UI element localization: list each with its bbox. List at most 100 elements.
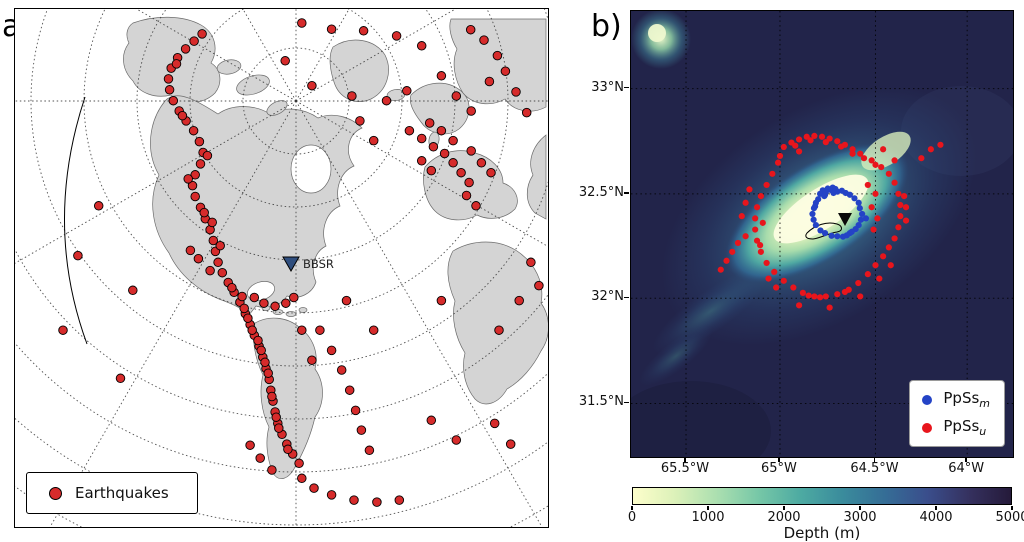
earthquake-dot — [315, 325, 325, 335]
earthquake-dot — [349, 495, 359, 505]
earthquake-dot — [514, 295, 524, 306]
earthquake-dot — [271, 412, 281, 422]
station-group: BBSR — [282, 256, 334, 273]
landmass-greenland — [329, 39, 389, 102]
earthquake-dot — [239, 303, 249, 314]
earthquake-dot — [466, 106, 476, 116]
ppss-u-dot — [742, 199, 749, 206]
earthquake-dot — [185, 245, 196, 256]
ppss-u-dot — [776, 152, 784, 160]
earthquake-dot — [73, 250, 83, 261]
earthquake-dot — [416, 156, 427, 166]
earthquake-dot — [424, 118, 435, 128]
earthquake-dot — [93, 201, 104, 211]
earthquake-dot — [347, 91, 357, 101]
earthquake-dot — [283, 444, 293, 455]
earthquake-dot — [500, 66, 511, 76]
earthquake-dot — [255, 453, 265, 463]
colorbar-tick-label: 4000 — [919, 510, 953, 525]
ppss-m-dot — [817, 227, 824, 234]
earthquake-dot — [294, 458, 304, 469]
station-marker-icon — [838, 213, 852, 226]
ppss-u-dot — [771, 268, 778, 276]
colorbar-tick-label: 0 — [627, 510, 637, 525]
ppss-u-dot — [752, 226, 759, 233]
colorbar-tick-mark — [783, 506, 785, 510]
bbsr-station-marker-icon — [282, 256, 300, 273]
earthquake-dot — [183, 174, 193, 184]
ppss-u-dot — [795, 148, 803, 155]
graticule-parallel — [83, 9, 509, 314]
earthquake-dot — [267, 465, 277, 475]
ppss-u-dot — [902, 204, 910, 211]
colorbar-tick-mark — [1011, 506, 1013, 510]
earthquake-dot — [128, 285, 138, 296]
earthquake-dot — [416, 133, 427, 144]
ppss-m-dot — [851, 195, 858, 202]
earthquake-dot — [243, 313, 253, 323]
ppss-u-dot — [885, 170, 892, 177]
ppss-u-dot — [868, 204, 875, 211]
ppss-u-dot — [795, 136, 803, 143]
earthquake-dot — [404, 125, 415, 136]
earthquake-dot — [356, 425, 367, 435]
earthquake-dot — [267, 391, 277, 402]
y-tick-mark — [624, 296, 629, 299]
ppss-u-dot — [765, 275, 772, 282]
earthquake-dot — [505, 439, 516, 449]
ppss-u-dot — [876, 275, 883, 282]
ppss-u-dot — [763, 181, 770, 189]
earthquake-dot — [479, 35, 489, 45]
earthquakes-legend: Earthquakes — [26, 472, 198, 514]
earthquake-dot — [260, 357, 270, 368]
ppss-u-dot — [918, 155, 925, 162]
earthquake-dot — [336, 365, 347, 375]
ppss-u-dot — [822, 293, 829, 300]
ppss-m-dot — [839, 233, 847, 240]
landmass-scandinavia — [409, 82, 470, 135]
landmass-north-america — [150, 95, 363, 316]
ppss-u-dot — [872, 262, 879, 269]
x-tick-label: 65°W — [761, 461, 797, 476]
bathymetry-field — [631, 11, 1013, 457]
earthquake-dot — [492, 50, 503, 61]
earthquake-dot — [344, 385, 355, 395]
earthquake-dot — [307, 80, 317, 91]
hudson-bay — [290, 144, 332, 194]
ppss-u-dot — [763, 259, 770, 267]
earthquake-dot — [494, 325, 504, 335]
ppss-m-marker-icon — [922, 394, 933, 405]
ppss-u-dot — [860, 155, 868, 162]
ppss-u-dot — [826, 304, 833, 311]
earthquake-dot — [451, 435, 462, 445]
x-tick-label: 65.5°W — [660, 461, 710, 476]
arctic-island — [236, 74, 270, 96]
earthquake-dot — [439, 148, 450, 159]
earthquake-dot — [465, 24, 476, 35]
ppss-u-dot — [734, 239, 742, 247]
x-tick-mark — [778, 457, 780, 462]
earthquake-dot — [471, 201, 481, 211]
bathymetry-canvas — [631, 11, 1013, 457]
ppss-u-dot — [897, 201, 904, 209]
earthquake-dot — [448, 158, 458, 168]
earthquake-dot — [461, 190, 472, 201]
bermuda-coastline — [805, 222, 842, 240]
ppss-u-dot — [927, 146, 934, 153]
earthquake-dot — [297, 473, 307, 484]
earthquake-dot — [448, 135, 458, 146]
earthquake-dot — [526, 257, 536, 268]
earthquake-dot — [193, 253, 204, 264]
earthquake-dot — [190, 170, 200, 180]
ppss-u-dot — [891, 235, 898, 242]
ppss-u-dot — [895, 224, 902, 231]
earthquake-dot — [202, 150, 213, 161]
earthquake-dot — [391, 31, 402, 41]
ppss-u-dot — [897, 213, 904, 220]
earthquake-dot — [489, 418, 500, 429]
y-tick-label: 32°N — [591, 289, 624, 305]
ppss-u-dot — [895, 190, 902, 197]
earthquake-dot — [297, 18, 307, 28]
ppss-u-dot — [864, 181, 871, 189]
